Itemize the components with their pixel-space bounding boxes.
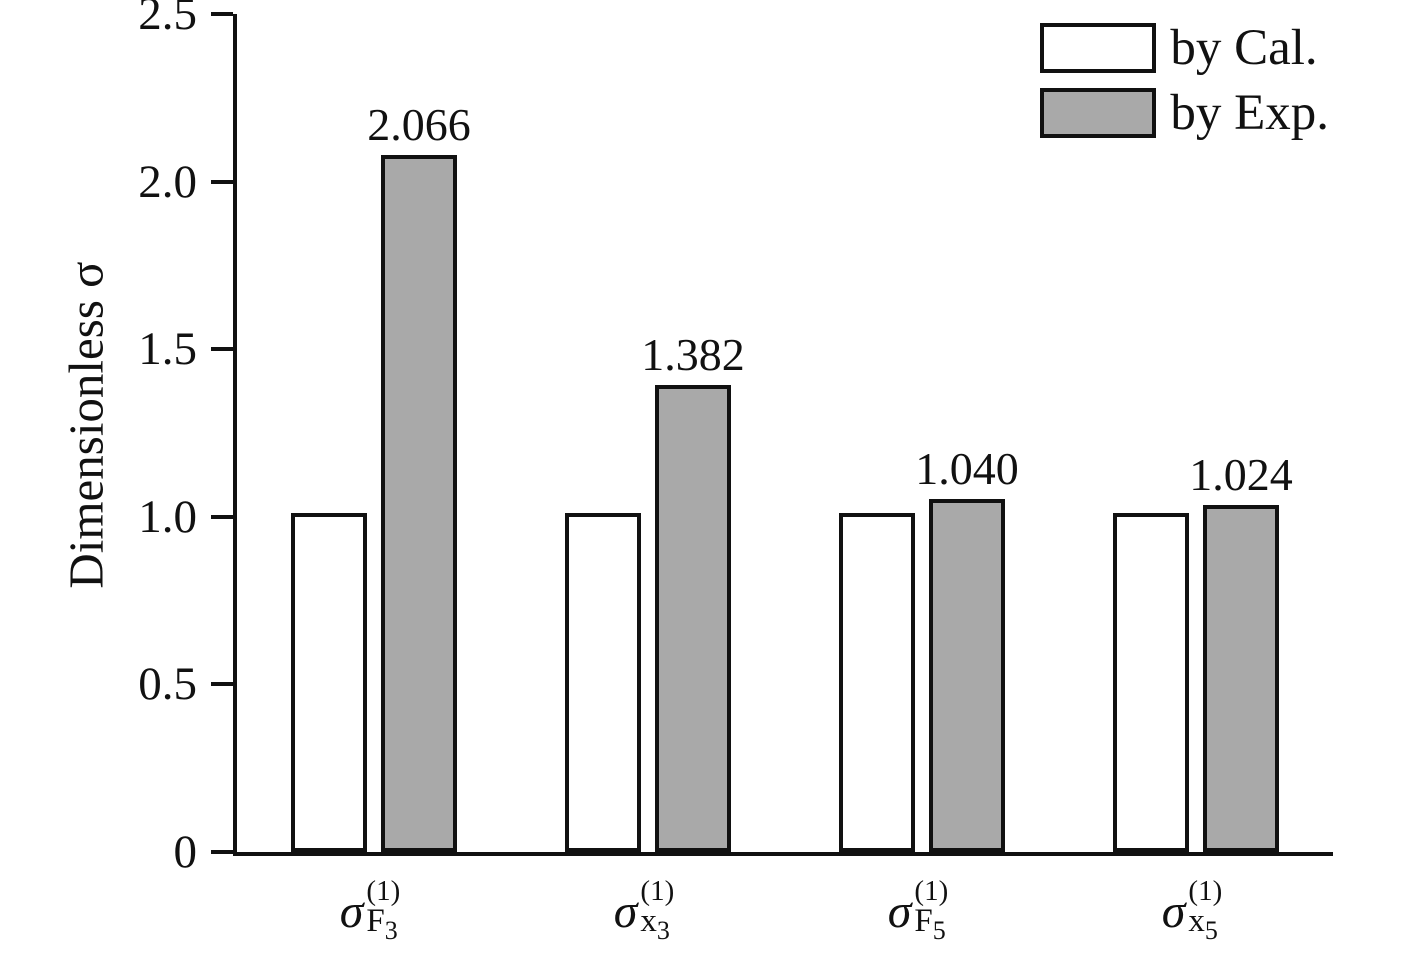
y-tick-1.5: [211, 347, 233, 352]
sigma-script-stack: (1) F5: [914, 875, 949, 945]
y-tick-label-2.5: 2.5: [138, 0, 197, 40]
x-axis-labels: σ (1) F3 σ (1) x3 σ (1) F5 σ (1) x5: [233, 866, 1329, 956]
sigma-subscript: x3: [640, 902, 670, 945]
x-category-label-3: σ (1) F5: [808, 877, 1028, 947]
y-tick-label-2.0: 2.0: [138, 155, 197, 208]
sigma-script-stack: (1) F3: [366, 875, 401, 945]
bar-value-label-1: 2.066: [367, 99, 471, 151]
legend-label-exp: by Exp.: [1170, 85, 1329, 141]
bar-value-label-2: 1.382: [641, 328, 745, 380]
plot-area: by Cal. by Exp. 0 0.5 1.0 1.5 2.0 2.5 2.066 1.3…: [138, 0, 1333, 878]
sigma-sub-subscript: 3: [656, 915, 670, 945]
bar-cal-1: [291, 512, 367, 852]
legend-swatch-exp: [1040, 88, 1157, 138]
sigma-symbol: σ: [613, 885, 638, 938]
sigma-sub-subscript: 3: [384, 915, 398, 945]
sigma-sub-subscript: 5: [932, 915, 946, 945]
sigma-superscript: (1): [914, 875, 949, 907]
sigma-symbol: σ: [1161, 885, 1186, 938]
y-tick-0.5: [211, 682, 233, 687]
sigma-symbol: σ: [887, 885, 912, 938]
bar-value-label-3: 1.040: [915, 443, 1019, 495]
y-tick-0: [211, 850, 233, 854]
bar-cal-3: [839, 512, 915, 852]
bar-exp-1: [381, 155, 457, 852]
bar-exp-4: [1203, 504, 1279, 852]
sigma-subscript: x5: [1188, 902, 1218, 945]
x-category-label-4: σ (1) x5: [1082, 877, 1302, 947]
y-tick-label-0.5: 0.5: [138, 658, 197, 711]
y-tick-label-1.5: 1.5: [138, 323, 197, 376]
y-tick-label-0: 0: [173, 826, 198, 878]
bar-cal-2: [565, 512, 641, 852]
legend-item-cal: by Cal.: [1040, 20, 1329, 76]
legend-swatch-cal: [1040, 23, 1157, 73]
sigma-superscript: (1): [366, 875, 401, 907]
y-tick-2.5: [211, 12, 233, 16]
y-tick-2.0: [211, 179, 233, 184]
sigma-sub-subscript: 5: [1204, 915, 1218, 945]
sigma-superscript: (1): [640, 875, 675, 907]
legend: by Cal. by Exp.: [1040, 20, 1329, 141]
bar-value-label-4: 1.024: [1189, 448, 1293, 500]
sigma-script-stack: (1) x5: [1188, 875, 1223, 945]
bar-exp-2: [655, 384, 731, 852]
legend-item-exp: by Exp.: [1040, 85, 1329, 141]
x-category-label-1: σ (1) F3: [260, 877, 480, 947]
sigma-symbol: σ: [339, 885, 364, 938]
sigma-script-stack: (1) x3: [640, 875, 675, 945]
sigma-superscript: (1): [1188, 875, 1223, 907]
sigma-subscript: F5: [914, 902, 946, 945]
y-tick-label-1.0: 1.0: [138, 490, 197, 543]
sigma-subscript: F3: [366, 902, 398, 945]
bar-cal-4: [1113, 512, 1189, 852]
x-category-label-2: σ (1) x3: [534, 877, 754, 947]
legend-label-cal: by Cal.: [1170, 20, 1318, 76]
bar-exp-3: [929, 499, 1005, 852]
y-tick-1.0: [211, 514, 233, 519]
